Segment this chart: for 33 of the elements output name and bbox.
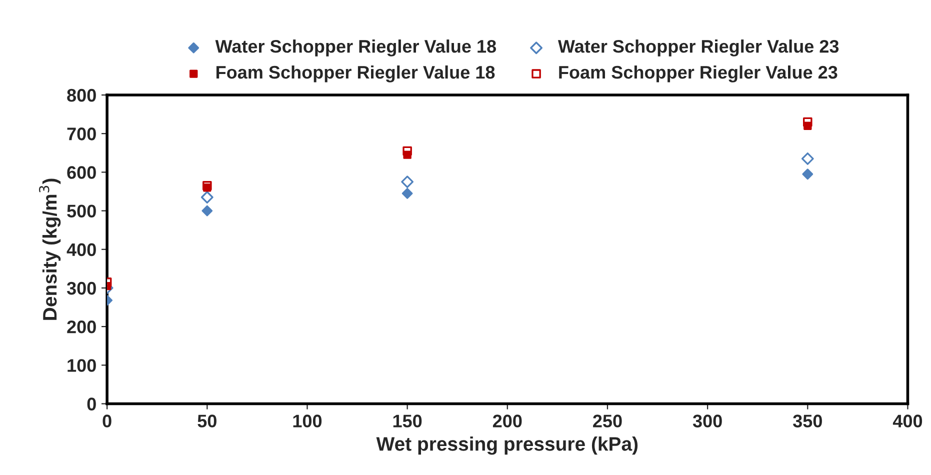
x-tick-label: 250 <box>593 414 622 428</box>
x-tick-label: 50 <box>198 414 216 428</box>
point <box>200 191 214 204</box>
x-tick-label: 100 <box>293 414 322 428</box>
legend-label: Water Schopper Riegler Value 23 <box>558 40 839 56</box>
y-tick-label: 600 <box>67 166 96 179</box>
x-tick-label: 350 <box>792 414 822 428</box>
y-tick-label: 300 <box>66 282 96 295</box>
y-tick-label: 100 <box>68 359 96 372</box>
point <box>801 152 814 165</box>
legend-label: Foam Schopper Riegler Value 23 <box>559 65 838 82</box>
legend-label: Water Schopper Riegler Value 18 <box>215 40 496 56</box>
y-tick-label: 800 <box>67 88 96 102</box>
point <box>403 150 412 159</box>
point <box>802 168 814 180</box>
point <box>203 184 212 192</box>
x-axis-title: Wet pressing pressure (kPa) <box>376 436 638 455</box>
y-axis-title: Density (kg/m$^{3}$) <box>39 178 61 320</box>
y-tick-label: 0 <box>87 398 96 410</box>
y-tick-label: 500 <box>67 204 96 218</box>
y-tick-label: 700 <box>67 128 96 140</box>
y-tick-label: 200 <box>67 320 96 334</box>
legend-label: Foam Schopper Riegler Value 18 <box>216 65 495 82</box>
x-tick-label: 0 <box>102 414 112 428</box>
point <box>202 205 213 216</box>
point <box>401 176 414 188</box>
y-tick-label: 400 <box>66 243 96 256</box>
x-tick-label: 400 <box>892 414 922 428</box>
point <box>804 122 812 130</box>
x-tick-label: 200 <box>492 414 522 428</box>
x-tick-label: 150 <box>393 414 422 428</box>
x-tick-label: 300 <box>692 414 722 428</box>
point <box>402 188 413 199</box>
